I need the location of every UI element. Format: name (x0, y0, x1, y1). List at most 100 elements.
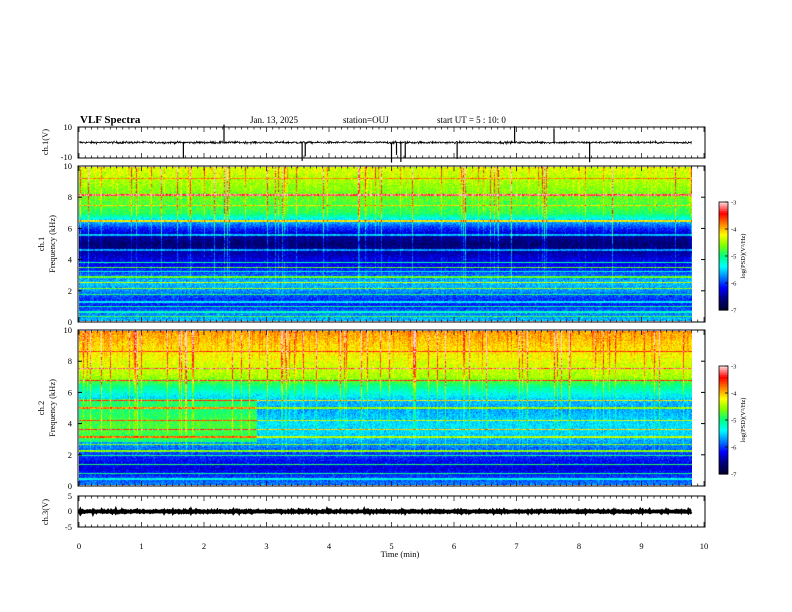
ch1-colorbar-swatch-44 (719, 281, 728, 284)
ch2-colorbar-swatch-28 (719, 416, 728, 419)
figure-title: VLF Spectra (80, 114, 141, 126)
ch1-spec-ytick-label-1: 2 (68, 286, 72, 296)
ch3-ytick-bottom: -5 (65, 522, 72, 532)
ch1-colorbar-swatch-25 (719, 247, 728, 250)
time-tick-label-3: 3 (264, 541, 268, 551)
ch1-colorbar-swatch-34 (719, 263, 728, 266)
ch1-colorbar-swatch-8 (719, 216, 728, 219)
ch1-colorbar: -3 -4 -5 -6 -7 log(PSD)(V²/Hz) (718, 200, 747, 315)
ch2-colorbar-swatch-26 (719, 412, 728, 416)
ch2-colorbar-swatch-27 (719, 414, 728, 417)
ch1-colorbar-swatch-46 (719, 284, 728, 288)
ch1-colorbar-swatch-43 (719, 279, 728, 282)
ch1-spec-ytick-label-3: 6 (68, 223, 72, 233)
ch2-colorbar-swatch-42 (719, 441, 728, 444)
ch1-ylabel: ch.1(V) (40, 129, 50, 155)
ch2-colorbar-swatch-8 (719, 380, 728, 383)
ch1-colorbar-swatch-9 (719, 218, 728, 221)
ch2-colorbar-swatch-5 (719, 375, 728, 378)
time-tick-label-1: 1 (139, 541, 143, 551)
ch1-colorbar-swatch-36 (719, 266, 728, 270)
ch1-colorbar-swatch-55 (719, 301, 728, 304)
time-tick-label-4: 4 (327, 541, 332, 551)
ch1-colorbar-swatch-20 (719, 238, 728, 241)
ch1-colorbar-swatch-50 (719, 292, 728, 295)
ch2-colorbar-swatch-1 (719, 367, 728, 371)
ch1-colorbar-swatch-5 (719, 211, 728, 214)
ch2-colorbar-swatch-52 (719, 459, 728, 462)
ch2-colorbar-swatch-4 (719, 373, 728, 376)
ch3-ylabel: ch.3(V) (40, 499, 50, 525)
ch1-colorbar-swatch-23 (719, 243, 728, 246)
ch1-spectrogram-image (79, 167, 692, 321)
ch2-colorbar-swatch-41 (719, 439, 728, 443)
ch1-colorbar-swatch-14 (719, 227, 728, 230)
ch2-spec-ytick-label-0: 0 (68, 481, 72, 491)
ch1-trace-line (78, 139, 692, 146)
ch2-colorbar-swatch-39 (719, 436, 728, 439)
ch2-colorbar-swatch-32 (719, 423, 728, 426)
ch2-colorbar-swatch-14 (719, 391, 728, 394)
ch2-colorbar-swatch-2 (719, 369, 728, 372)
ch1-spectrogram-ylabel-frequency: Frequency (kHz) (47, 215, 57, 273)
ch2-colorbar-tick-label-1: -4 (731, 391, 737, 398)
ch1-colorbar-swatch-12 (719, 223, 728, 226)
ch1-spec-ytick-label-2: 4 (68, 255, 73, 265)
date-label: Jan. 13, 2025 (250, 115, 298, 125)
ch3-trace-line (77, 505, 693, 518)
ch2-colorbar-swatch-44 (719, 445, 728, 448)
ch2-spec-ytick-label-3: 6 (68, 387, 72, 397)
ch2-spec-ytick-label-1: 2 (68, 450, 72, 460)
ch2-colorbar-swatch-53 (719, 461, 728, 464)
ch1-colorbar-swatch-54 (719, 299, 728, 302)
ch2-colorbar-swatch-31 (719, 421, 728, 425)
ch1-colorbar-swatch-38 (719, 270, 728, 273)
ch1-colorbar-swatch-2 (719, 205, 728, 208)
ch2-spectrogram-panel: 0 2 4 6 8 10 ch.2 Frequency (kHz) -3 -4 -5 -6 -7 l… (36, 325, 747, 491)
ch1-colorbar-swatch-29 (719, 254, 728, 257)
ch2-colorbar-swatch-33 (719, 425, 728, 428)
ch2-colorbar-swatch-10 (719, 384, 728, 387)
ch2-colorbar-tick-label-0: -3 (731, 364, 736, 371)
ch1-spectrogram-panel: 0 2 4 6 8 10 ch.1 Frequency (kHz) -3 -4 -5 -6 -7 l… (36, 161, 747, 327)
ch2-colorbar-swatch-56 (719, 466, 728, 470)
ch1-colorbar-swatch-59 (719, 308, 728, 311)
ch1-spectrogram-ticks: 0 2 4 6 8 10 (64, 161, 705, 327)
ch2-colorbar-swatch-34 (719, 427, 728, 430)
ch1-colorbar-swatch-41 (719, 275, 728, 279)
ch2-colorbar-swatch-19 (719, 400, 728, 403)
ch3-ytick-top: 5 (68, 491, 72, 501)
ch1-spectrogram-ylabel-channel: ch.1 (36, 237, 46, 251)
ch2-colorbar-swatch-55 (719, 465, 728, 468)
ch2-colorbar-swatch-6 (719, 376, 728, 380)
ch2-colorbar-swatch-47 (719, 450, 728, 453)
time-tick-label-5: 5 (389, 541, 393, 551)
ch1-ytick-bottom: -10 (61, 152, 72, 162)
time-tick-label-0: 0 (77, 541, 81, 551)
time-tick-label-10: 10 (700, 541, 709, 551)
start-ut-label: start UT = 5 : 10: 0 (437, 115, 506, 125)
ch2-colorbar-swatch-3 (719, 371, 728, 374)
ch1-colorbar-swatch-28 (719, 252, 728, 255)
ch1-colorbar-tick-label-3: -6 (731, 281, 737, 288)
ch2-colorbar-swatch-13 (719, 389, 728, 392)
ch2-colorbar: -3 -4 -5 -6 -7 log(PSD)(V²/Hz) (718, 364, 747, 479)
ch2-colorbar-swatch-51 (719, 457, 728, 461)
ch1-colorbar-swatch-33 (719, 261, 728, 264)
ch2-colorbar-swatch-24 (719, 409, 728, 412)
ch2-colorbar-swatch-20 (719, 402, 728, 405)
ch2-colorbar-swatch-49 (719, 454, 728, 457)
ch1-colorbar-swatch-52 (719, 295, 728, 298)
ch1-colorbar-tick-label-0: -3 (731, 200, 736, 207)
ch2-colorbar-swatch-37 (719, 432, 728, 435)
ch2-colorbar-tick-label-2: -5 (731, 418, 736, 425)
ch2-colorbar-swatch-59 (719, 472, 728, 475)
ch2-colorbar-swatch-45 (719, 447, 728, 450)
ch2-colorbar-swatch-7 (719, 378, 728, 381)
ch1-colorbar-swatch-32 (719, 259, 728, 262)
ch2-spectrogram-ylabel-channel: ch.2 (36, 401, 46, 415)
ch1-colorbar-swatch-40 (719, 274, 728, 277)
ch1-colorbar-tick-label-4: -7 (731, 308, 737, 315)
ch2-colorbar-swatch-25 (719, 411, 728, 414)
